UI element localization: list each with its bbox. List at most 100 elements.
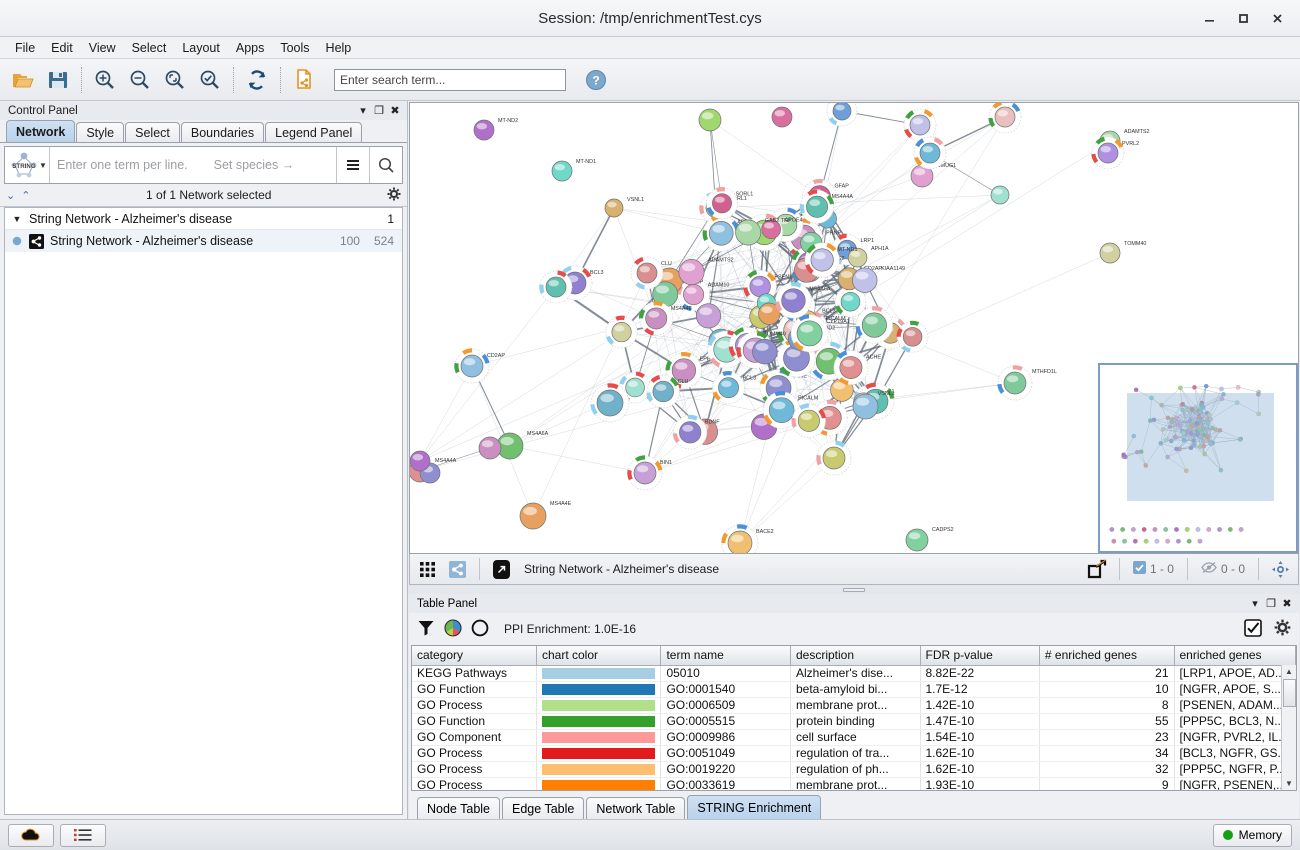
network-node[interactable] — [997, 365, 1033, 401]
zoom-selected-icon[interactable] — [193, 63, 227, 97]
network-node[interactable]: GAB2 — [735, 218, 780, 246]
network-node[interactable] — [990, 185, 1010, 205]
network-node[interactable]: MT-ND1 — [804, 242, 857, 278]
selected-checkbox-icon[interactable] — [1132, 561, 1146, 577]
filter-icon[interactable] — [417, 619, 435, 640]
table-row[interactable]: GO Process GO:0019220 regulation of ph... 1… — [412, 761, 1296, 778]
network-child-row[interactable]: String Network - Alzheimer's disease 100… — [5, 230, 402, 252]
tab-legend-panel[interactable]: Legend Panel — [265, 122, 363, 142]
network-node[interactable] — [758, 302, 781, 325]
network-node[interactable]: MT-ND1 — [551, 159, 596, 182]
open-session-icon[interactable] — [6, 63, 40, 97]
birds-eye-viewport[interactable] — [1127, 392, 1275, 501]
birds-eye-view[interactable] — [1098, 363, 1298, 553]
network-node[interactable]: ADAMTS2 — [678, 257, 734, 286]
network-node[interactable]: SORL1 — [706, 187, 753, 220]
network-node[interactable] — [478, 436, 502, 460]
col-header-fdr[interactable]: FDR p-value — [920, 646, 1040, 666]
enrichment-table-container[interactable]: category chart color term name descripti… — [411, 645, 1297, 791]
network-node[interactable]: KIAA1149 — [852, 266, 905, 293]
menu-apps[interactable]: Apps — [235, 40, 265, 55]
table-panel-menu-chevron-icon[interactable]: ▾ — [1252, 598, 1258, 610]
network-node[interactable]: VSNL1 — [604, 197, 644, 218]
tab-string-enrichment[interactable]: STRING Enrichment — [687, 795, 822, 819]
donut-chart-icon[interactable] — [471, 619, 489, 640]
string-search-icon[interactable] — [369, 147, 402, 183]
table-panel-close-icon[interactable]: ✖ — [1282, 598, 1292, 610]
network-node[interactable] — [590, 383, 630, 423]
panel-splitter[interactable] — [408, 585, 1300, 594]
network-node[interactable] — [903, 108, 937, 142]
network-node[interactable] — [539, 270, 573, 304]
minimize-icon[interactable] — [1194, 5, 1224, 33]
network-node[interactable] — [913, 136, 947, 170]
network-node[interactable]: MS4A4A — [799, 189, 853, 224]
zoom-in-icon[interactable] — [88, 63, 122, 97]
menu-file[interactable]: File — [15, 40, 36, 55]
panel-float-icon[interactable]: ❐ — [374, 105, 384, 117]
table-row[interactable]: GO Function GO:0001540 beta-amyloid bi... 1… — [412, 681, 1296, 698]
network-node[interactable] — [698, 108, 722, 132]
table-panel-float-icon[interactable]: ❐ — [1266, 598, 1276, 610]
string-term-input[interactable]: Enter one term per line. Set species → — [49, 147, 336, 183]
network-node[interactable] — [791, 403, 827, 438]
menu-select[interactable]: Select — [131, 40, 167, 55]
tab-edge-table[interactable]: Edge Table — [502, 797, 585, 819]
close-icon[interactable] — [1262, 5, 1292, 33]
zoom-out-icon[interactable] — [123, 63, 157, 97]
network-node[interactable]: SMUG1 — [910, 163, 956, 188]
network-node[interactable]: APH1A — [847, 246, 889, 268]
panel-menu-chevron-icon[interactable]: ▾ — [360, 105, 366, 117]
network-settings-gear-icon[interactable] — [387, 187, 401, 204]
menu-tools[interactable]: Tools — [280, 40, 310, 55]
export-network-icon[interactable] — [287, 63, 321, 97]
table-vertical-scrollbar[interactable]: ▲ ▼ — [1281, 665, 1296, 790]
select-all-checkbox-icon[interactable] — [1244, 618, 1262, 640]
network-node[interactable]: MS4A4E — [638, 301, 693, 336]
network-canvas-container[interactable]: NMEBCL3SORL1MS4A4ACD2APPICALMBIN1LRP1KIA… — [409, 102, 1299, 554]
network-node[interactable] — [605, 315, 638, 349]
network-node[interactable]: CLU — [646, 374, 689, 409]
col-header-term-name[interactable]: term name — [660, 646, 791, 666]
save-session-icon[interactable] — [41, 63, 75, 97]
menu-edit[interactable]: Edit — [51, 40, 73, 55]
table-row[interactable]: GO Component GO:0009986 cell surface 1.54E-… — [412, 729, 1296, 746]
network-node[interactable]: MS4A6A — [775, 281, 831, 319]
col-header-enriched-genes[interactable]: enriched genes — [1174, 646, 1296, 666]
menu-layout[interactable]: Layout — [182, 40, 220, 55]
string-logo-icon[interactable]: STRING ▼ — [5, 147, 49, 183]
search-input[interactable]: Enter search term... — [334, 68, 566, 91]
network-node[interactable]: PICALM — [762, 391, 819, 429]
col-header-enriched-count[interactable]: # enriched genes — [1039, 646, 1175, 666]
table-row[interactable]: GO Process GO:0033619 membrane prot... 1.93… — [412, 777, 1296, 790]
network-thumbnail-icon[interactable] — [444, 557, 471, 582]
collapse-all-icon[interactable]: ⌄ — [6, 189, 16, 202]
string-options-icon[interactable] — [336, 147, 369, 183]
network-node[interactable]: CD2AP — [454, 348, 505, 384]
network-node[interactable] — [752, 338, 778, 365]
expand-caret-icon[interactable]: ▼ — [12, 213, 22, 224]
refresh-icon[interactable] — [240, 63, 274, 97]
network-node[interactable]: CYP19A1 — [790, 314, 850, 353]
network-node[interactable]: ACHE — [833, 350, 882, 386]
network-list[interactable]: ▼ String Network - Alzheimer's disease 1 — [4, 207, 403, 815]
tab-node-table[interactable]: Node Table — [417, 797, 501, 819]
col-header-chart-color[interactable]: chart color — [536, 646, 662, 666]
tab-network[interactable]: Network — [6, 120, 76, 142]
splitter-grip[interactable] — [843, 587, 865, 592]
tab-network-table[interactable]: Network Table — [586, 797, 686, 819]
table-row[interactable]: GO Process GO:0006509 membrane prot... 1.42… — [412, 697, 1296, 714]
maximize-icon[interactable] — [1228, 5, 1258, 33]
network-node[interactable] — [852, 393, 879, 420]
menu-help[interactable]: Help — [325, 40, 352, 55]
expand-all-icon[interactable]: ⌃ — [21, 189, 31, 202]
table-row[interactable]: GO Process GO:0051049 regulation of tra...… — [412, 745, 1296, 762]
col-header-category[interactable]: category — [412, 646, 537, 666]
network-node[interactable] — [826, 103, 858, 127]
network-node[interactable]: MS4A6A — [496, 431, 549, 460]
network-node[interactable]: MS4A4E — [519, 501, 572, 530]
col-header-description[interactable]: description — [790, 646, 921, 666]
table-settings-gear-icon[interactable] — [1274, 619, 1291, 639]
detach-view-icon[interactable] — [488, 557, 515, 582]
pan-tool-icon[interactable] — [1267, 557, 1294, 582]
